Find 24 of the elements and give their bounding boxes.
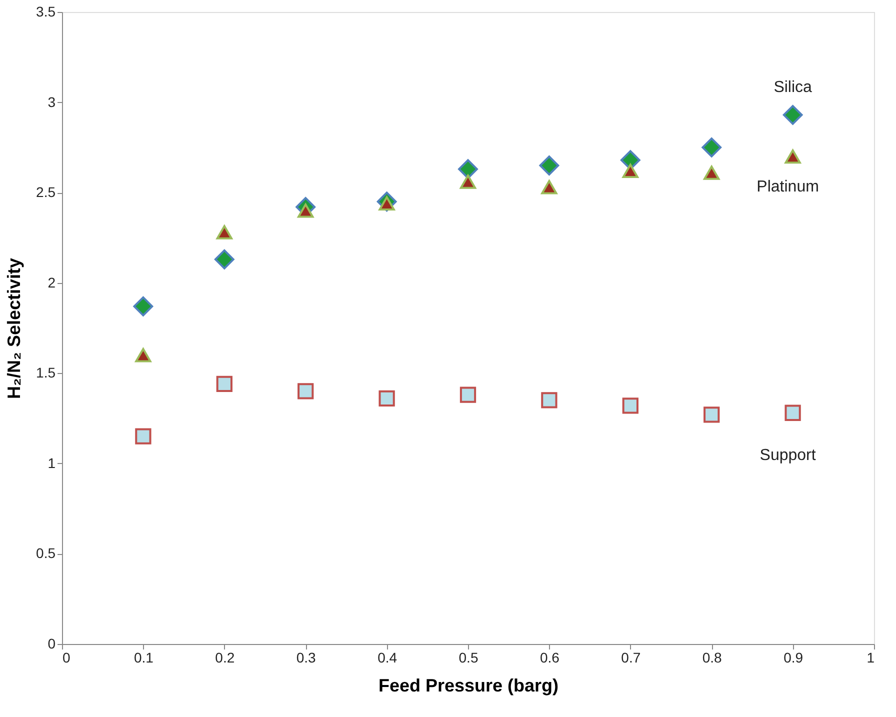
y-axis-title: H₂/N₂ Selectivity — [4, 258, 24, 400]
x-tick-label: 0.1 — [134, 650, 154, 666]
x-tick-label: 0.4 — [378, 650, 398, 666]
x-tick-label: 0.6 — [540, 650, 560, 666]
y-tick-label: 3.5 — [36, 4, 56, 20]
x-tick-label: 0.9 — [784, 650, 804, 666]
y-tick-label: 0.5 — [36, 545, 56, 562]
x-tick-label: 0.2 — [215, 650, 235, 666]
x-tick-label: 0 — [62, 650, 70, 666]
x-tick-label: 0.3 — [296, 650, 316, 666]
series-label: Support — [760, 446, 816, 464]
x-axis-title: Feed Pressure (barg) — [378, 676, 559, 696]
x-tick-label: 0.5 — [458, 650, 478, 666]
y-tick-label: 1 — [48, 454, 56, 471]
series-label: Silica — [774, 78, 812, 96]
x-tick-label: 1 — [866, 650, 875, 666]
y-tick-label: 2.5 — [36, 184, 56, 200]
y-tick-label: 3 — [48, 94, 56, 110]
y-tick-label: 0 — [48, 636, 56, 652]
y-tick-label: 1.5 — [36, 364, 56, 381]
series-label: Platinum — [756, 178, 819, 196]
y-tick-label: 2 — [48, 274, 56, 290]
x-tick-label: 0.7 — [621, 650, 641, 666]
x-tick-label: 0.8 — [702, 650, 722, 666]
